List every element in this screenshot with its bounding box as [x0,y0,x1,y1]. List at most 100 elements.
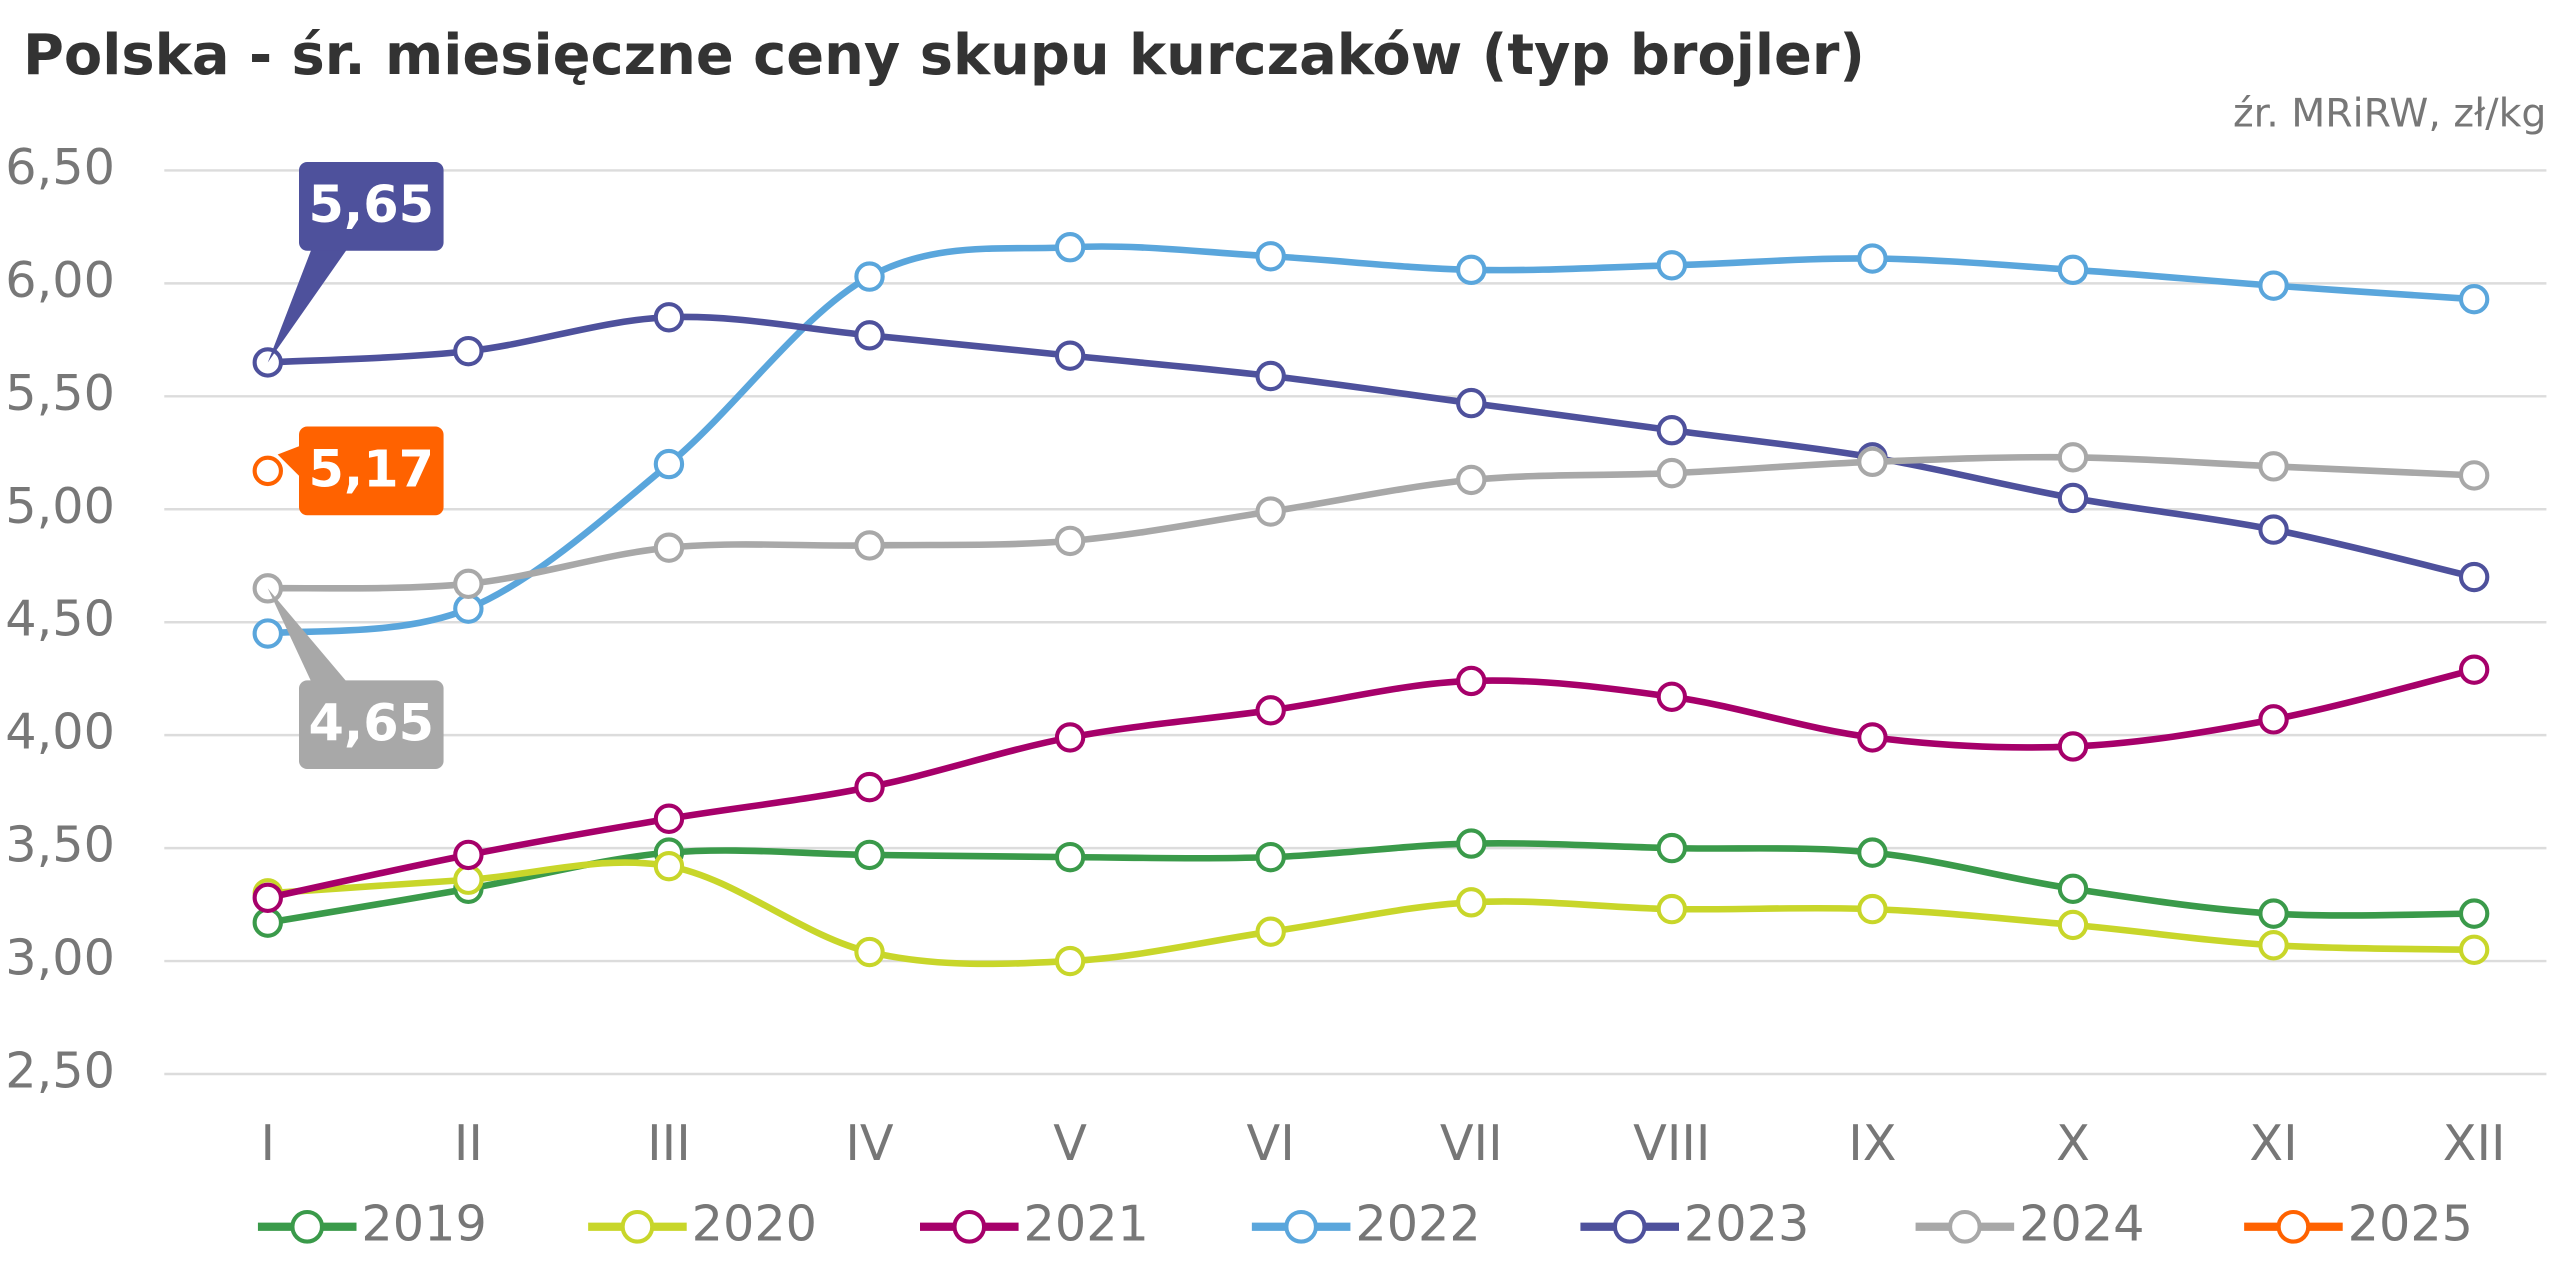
data-label: 5,65 [308,176,434,235]
data-point [1857,243,1888,274]
data-point [2057,482,2089,514]
series-line [267,859,2475,968]
legend-marker [290,1209,325,1244]
callout-box [299,680,444,770]
data-point [252,573,283,604]
data-point [653,532,685,563]
series-line [267,453,2475,592]
x-tick-label: II [454,1114,483,1172]
callout: 4,65 [267,588,444,770]
data-point [854,530,885,561]
data-label: 4,65 [308,694,434,753]
data-point [1656,832,1688,864]
data-point [1456,254,1487,286]
data-point [453,568,484,600]
data-point [1857,893,1888,925]
x-tick-label: III [647,1114,691,1172]
y-tick-label: 5,00 [5,477,115,535]
data-point [2258,270,2289,301]
x-tick-label: VIII [1633,1114,1710,1172]
y-tick-label: 5,50 [5,364,115,422]
callout-box [299,426,444,516]
data-point [2057,254,2089,286]
data-point [1054,841,1086,873]
callout: 5,17 [277,426,444,516]
callout-pointer [267,588,349,684]
legend-label: 2020 [692,1194,817,1252]
legend-label: 2024 [2019,1194,2144,1252]
y-tick-label: 3,00 [5,929,115,987]
data-point [1255,916,1286,947]
data-point [653,850,685,882]
data-point [2258,898,2289,929]
data-point [1656,415,1688,446]
x-tick-label: V [1053,1114,1087,1172]
x-tick-label: X [2056,1114,2090,1172]
x-tick-label: XI [2249,1114,2297,1172]
data-point [252,882,283,913]
legend-marker [1284,1209,1318,1244]
chart-title: Polska - śr. miesięczne ceny skupu kurcz… [23,23,1865,88]
data-point [252,907,283,938]
data-point [1255,496,1286,527]
legend-label: 2019 [361,1194,486,1252]
data-point [854,320,885,351]
series-line [267,840,2475,926]
data-point [2258,704,2289,735]
legend-label: 2025 [2348,1194,2473,1252]
data-point [2057,731,2089,762]
legend-marker [2276,1209,2311,1244]
data-point [1054,722,1086,753]
data-point [1656,893,1688,925]
data-point [2458,934,2490,965]
legend-marker [620,1209,655,1244]
x-tick-label: IX [1848,1114,1896,1172]
data-point [854,839,885,871]
series-line [267,666,2475,902]
data-point [1054,525,1086,557]
data-point [653,803,685,834]
x-tick-label: VI [1247,1114,1295,1172]
legend-label: 2021 [1024,1194,1149,1252]
data-point [1456,828,1487,859]
data-point [1054,232,1086,263]
data-point [1255,695,1286,726]
data-point [2258,514,2289,545]
y-tick-label: 6,50 [5,138,115,196]
x-tick-label: IV [845,1114,894,1172]
data-point [653,448,685,480]
data-point [2057,442,2089,473]
y-tick-label: 2,50 [5,1042,115,1100]
series-line [267,243,2475,637]
data-point [2258,930,2289,961]
data-label: 5,17 [308,441,434,500]
data-point [2458,561,2490,593]
data-point [1656,681,1688,712]
series-line [267,313,2475,581]
callout-pointer [277,446,299,476]
y-tick-label: 4,00 [5,703,115,761]
legend-label: 2022 [1355,1194,1480,1252]
data-point [1857,837,1888,868]
legend-label: 2023 [1684,1194,1809,1252]
data-point [2458,654,2490,685]
data-point [2458,898,2490,929]
legend-marker [1948,1209,1982,1244]
data-point [252,618,283,649]
data-point [1456,665,1487,697]
callout: 5,65 [267,162,444,363]
y-tick-label: 3,50 [5,816,115,874]
data-point [1456,464,1487,496]
data-point [653,302,685,333]
x-tick-label: VII [1440,1114,1503,1172]
data-point [453,593,484,624]
data-point [1054,340,1086,371]
data-point [854,261,885,292]
data-point [2057,909,2089,941]
data-point [1255,241,1286,272]
data-point [1255,841,1286,873]
data-point [1054,945,1086,977]
data-point [1857,446,1888,478]
data-point [2458,460,2490,491]
